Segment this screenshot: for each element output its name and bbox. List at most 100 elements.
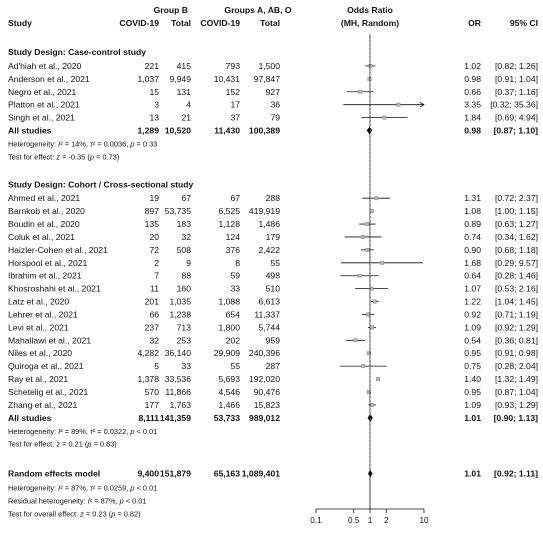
point-estimate (375, 377, 380, 382)
covid-b-value: 1,037 (137, 74, 159, 84)
study-name: Barnkob et al., 2020 (8, 206, 85, 216)
ci-value: [0.32; 35.36] (490, 100, 538, 110)
total-b-value: 1,238 (169, 309, 191, 319)
or-value: 1.07 (464, 284, 481, 294)
or-value: 1.09 (464, 400, 481, 410)
total-o-value: 287 (266, 361, 281, 371)
ci-arrow (419, 101, 425, 108)
total-o-value: 79 (270, 113, 280, 123)
study-name: Negro et al., 2021 (8, 87, 77, 97)
point-estimate (353, 338, 358, 343)
total-b-value: 53,735 (165, 206, 192, 216)
covid-o-value: 152 (226, 87, 241, 97)
total-b-value: 10,520 (165, 126, 192, 136)
study-name: Quiroga et al., 2021 (8, 361, 84, 371)
subgroup-summary-label: All studies (8, 126, 52, 136)
subgroup-summary-label: All studies (8, 413, 52, 423)
or-value: 1.84 (464, 113, 481, 123)
covid-b-value: 7 (154, 271, 159, 281)
covid-o-value: 1,466 (218, 400, 240, 410)
or-value: 0.75 (464, 361, 481, 371)
study-name: Ad'hiah et al., 2020 (8, 61, 82, 71)
total-o-value: 5,744 (258, 322, 280, 332)
covid-b-value: 2 (154, 258, 159, 268)
covid-b-value: 3 (154, 100, 159, 110)
total-o-value: 1,500 (258, 61, 280, 71)
or-value: 0.95 (464, 348, 481, 358)
total-b-value: 415 (177, 61, 192, 71)
covid-b-value: 20 (149, 232, 159, 242)
or-value: 0.66 (464, 87, 481, 97)
x-tick-label: 10 (419, 516, 429, 525)
total-o-value: 288 (266, 193, 281, 203)
or-value: 1.22 (464, 297, 481, 307)
covid-o-value: 6,525 (218, 206, 240, 216)
or-value: 0.95 (464, 387, 481, 397)
covid-o-value: 59 (230, 271, 240, 281)
covid-b-value: 201 (145, 297, 160, 307)
covid-o-value: 29,909 (214, 348, 241, 358)
total-b-value: 141,359 (160, 413, 191, 423)
study-name: Mahallawi et al., 2021 (8, 335, 91, 345)
study-name: Coluk et al., 2021 (8, 232, 75, 242)
ci-value: [0.87; 1.10] (494, 126, 539, 136)
point-estimate (396, 102, 401, 107)
or-value: 1.08 (464, 206, 481, 216)
header-or-title: Odds Ratio (347, 5, 393, 15)
section-title: Study Design: Case-control study (8, 47, 146, 57)
total-o-value: 1,486 (258, 219, 280, 229)
overall-note: Heterogeneity: I² = 87%, τ² = 0.0259, p … (8, 484, 157, 493)
or-value: 1.01 (464, 413, 481, 423)
ci-value: [0.82; 1.26] (495, 61, 538, 71)
header-total-o: Total (260, 18, 280, 28)
ci-value: [0.68; 1.18] (495, 245, 538, 255)
or-value: 1.40 (464, 374, 481, 384)
covid-b-value: 5 (154, 361, 159, 371)
total-b-value: 32 (181, 232, 191, 242)
or-value: 1.02 (464, 61, 481, 71)
section-title: Study Design: Cohort / Cross-sectional s… (8, 179, 193, 189)
study-name: Haizler-Cohen et al., 2021 (8, 245, 108, 255)
or-value: 0.74 (464, 232, 481, 242)
covid-b-value: 8,111 (138, 413, 159, 423)
x-tick-label: 0.5 (348, 516, 360, 525)
or-value: 1.31 (464, 193, 481, 203)
covid-o-value: 8 (235, 258, 240, 268)
total-b-value: 33 (181, 361, 191, 371)
header-or: OR (468, 18, 482, 28)
study-name: Singh et al., 2021 (8, 113, 75, 123)
point-estimate (380, 260, 385, 265)
or-value: 1.68 (464, 258, 481, 268)
or-value: 0.98 (464, 74, 481, 84)
or-value: 0.92 (464, 309, 481, 319)
total-b-value: 151,879 (160, 469, 191, 479)
point-estimate (365, 247, 370, 252)
covid-o-value: 53,733 (214, 413, 241, 423)
header-or-subtitle: (MH, Random) (341, 18, 399, 28)
overall-note: Test for overall effect: z = 0.23 (p = 0… (8, 509, 141, 518)
covid-o-value: 1,800 (218, 322, 240, 332)
total-o-value: 2,422 (258, 245, 280, 255)
study-name: Latz et al., 2020 (8, 297, 69, 307)
subgroup-note: Heterogeneity: I² = 14%, τ² = 0.0036, p … (8, 139, 157, 148)
total-o-value: 510 (266, 284, 281, 294)
ci-value: [1.00; 1.15] (495, 206, 538, 216)
total-b-value: 160 (177, 284, 192, 294)
total-b-value: 88 (181, 271, 191, 281)
subgroup-note: Heterogeneity: I² = 89%, τ² = 0.0322, p … (8, 427, 157, 436)
total-o-value: 36 (270, 100, 280, 110)
point-estimate (367, 76, 372, 81)
covid-b-value: 13 (149, 113, 159, 123)
or-value: 0.64 (464, 271, 481, 281)
ci-value: [0.36; 0.81] (495, 335, 538, 345)
ci-value: [0.91; 0.98] (495, 348, 538, 358)
or-value: 3.35 (464, 100, 481, 110)
study-name: Ahmed et al., 2021 (8, 193, 80, 203)
covid-b-value: 66 (149, 309, 159, 319)
total-b-value: 33,536 (165, 374, 192, 384)
header-ci: 95% CI (510, 18, 538, 28)
total-o-value: 192,020 (249, 374, 280, 384)
study-name: Platton et al., 2021 (8, 100, 80, 110)
point-estimate (370, 325, 374, 330)
covid-o-value: 654 (226, 309, 241, 319)
